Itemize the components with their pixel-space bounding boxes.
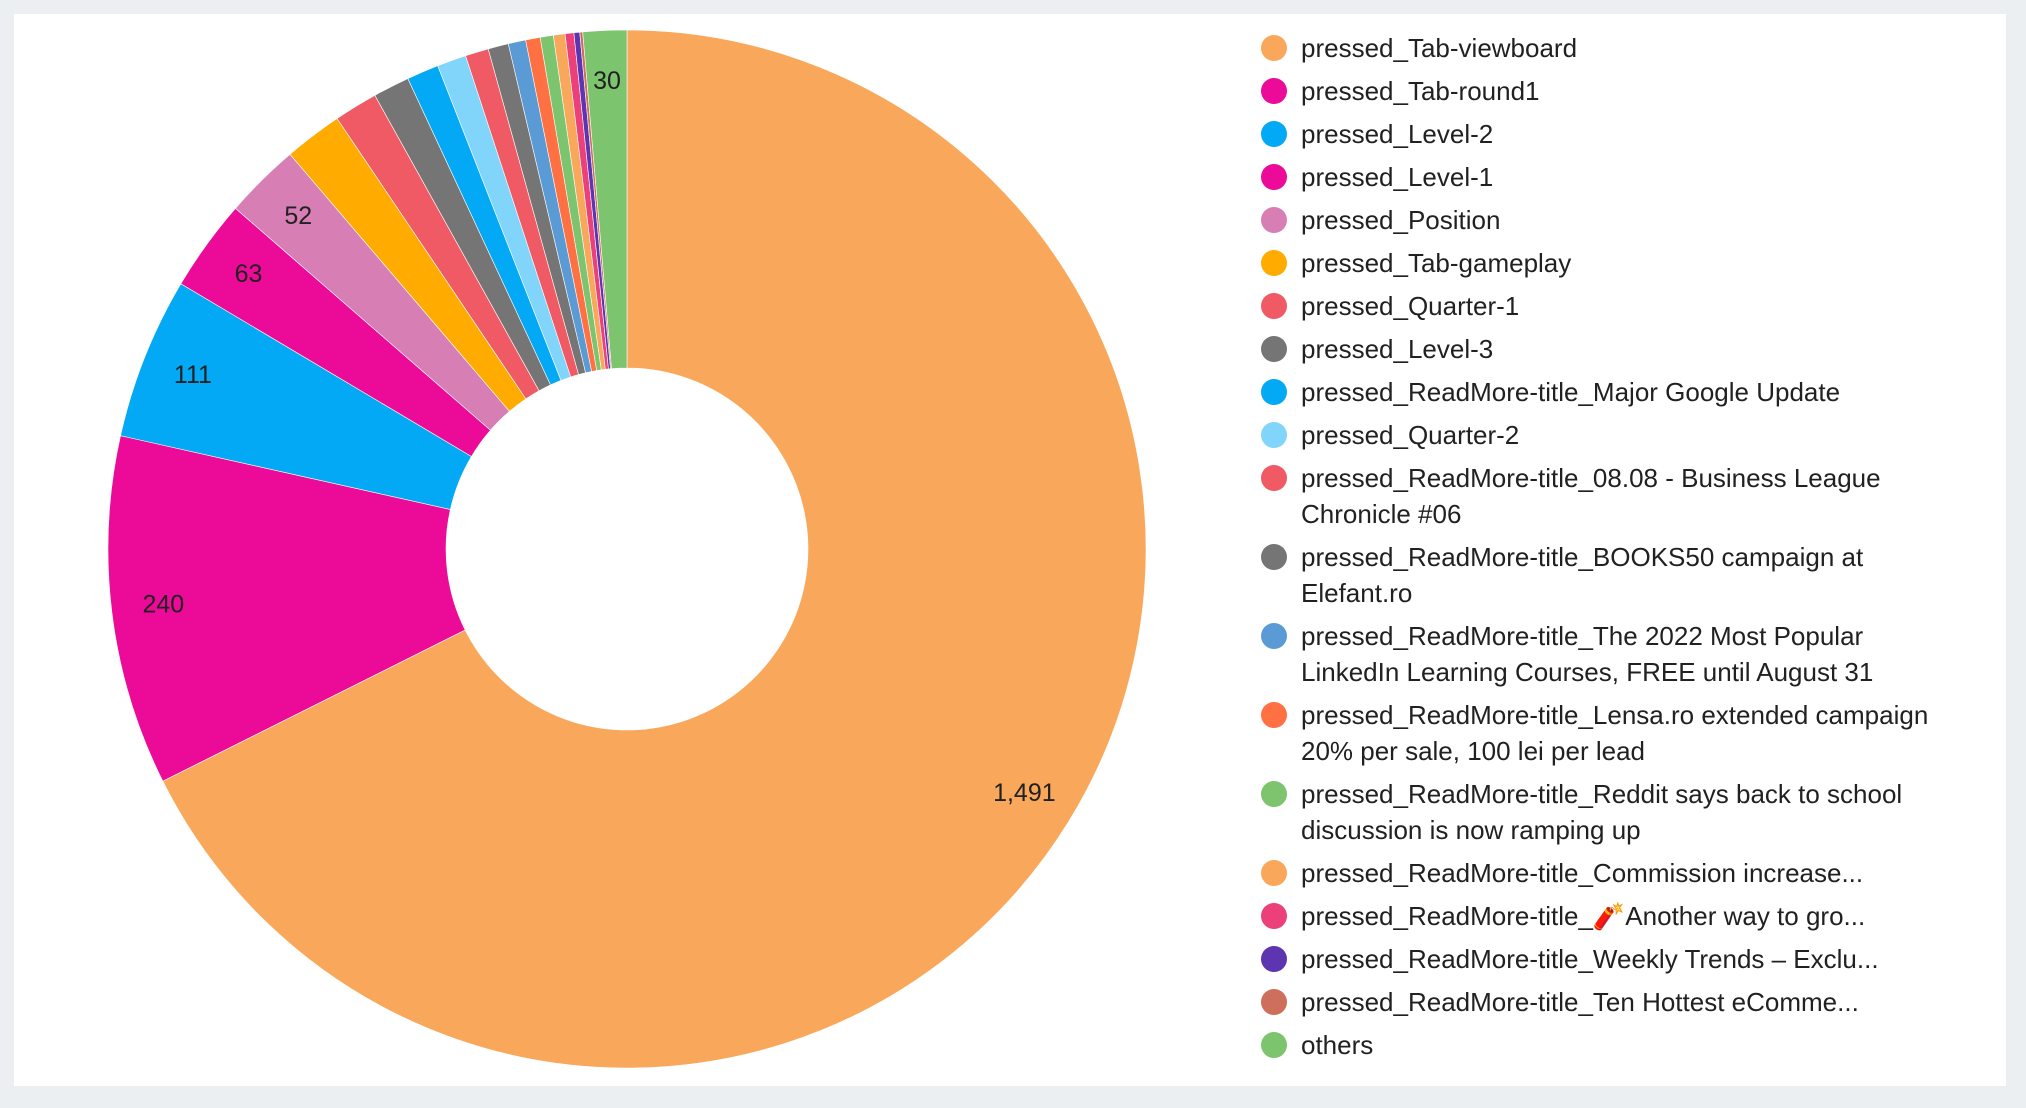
legend-dot-icon xyxy=(1261,623,1287,649)
pie-slice-19[interactable] xyxy=(582,29,628,369)
legend-dot-icon xyxy=(1261,35,1287,61)
legend-item[interactable]: pressed_ReadMore-title_Reddit says back … xyxy=(1261,776,1961,848)
legend-dot-icon xyxy=(1261,207,1287,233)
legend-dot-icon xyxy=(1261,781,1287,807)
slice-data-label: 111 xyxy=(174,361,212,389)
legend-label: pressed_Position xyxy=(1301,205,1501,235)
legend-dot-icon xyxy=(1261,946,1287,972)
legend-item[interactable]: pressed_ReadMore-title_08.08 - Business … xyxy=(1261,460,1961,532)
slice-data-label: 1,491 xyxy=(993,779,1056,807)
legend-item[interactable]: pressed_Quarter-2 xyxy=(1261,417,1961,453)
legend-dot-icon xyxy=(1261,164,1287,190)
legend-label: pressed_Level-1 xyxy=(1301,162,1494,192)
legend-label: pressed_ReadMore-title_Commission increa… xyxy=(1301,858,1864,888)
legend-item[interactable]: pressed_ReadMore-title_The 2022 Most Pop… xyxy=(1261,618,1961,690)
legend-item[interactable]: pressed_Position xyxy=(1261,202,1961,238)
legend-dot-icon xyxy=(1261,293,1287,319)
legend-dot-icon xyxy=(1261,989,1287,1015)
legend-item[interactable]: pressed_Level-1 xyxy=(1261,159,1961,195)
legend-item[interactable]: pressed_ReadMore-title_Major Google Upda… xyxy=(1261,374,1961,410)
legend-item[interactable]: pressed_Tab-round1 xyxy=(1261,73,1961,109)
legend-item[interactable]: pressed_ReadMore-title_Ten Hottest eComm… xyxy=(1261,984,1961,1020)
legend-dot-icon xyxy=(1261,702,1287,728)
legend-label: others xyxy=(1301,1030,1374,1060)
legend-dot-icon xyxy=(1261,1032,1287,1058)
legend-item[interactable]: pressed_Level-2 xyxy=(1261,116,1961,152)
legend-label: pressed_Quarter-2 xyxy=(1301,420,1520,450)
legend-label: pressed_Level-2 xyxy=(1301,119,1494,149)
legend-item[interactable]: pressed_Quarter-1 xyxy=(1261,288,1961,324)
legend-label: pressed_ReadMore-title_Reddit says back … xyxy=(1301,779,1903,845)
legend-dot-icon xyxy=(1261,422,1287,448)
legend-item[interactable]: pressed_Tab-gameplay xyxy=(1261,245,1961,281)
legend-item[interactable]: pressed_Level-3 xyxy=(1261,331,1961,367)
legend-item[interactable]: pressed_ReadMore-title_Lensa.ro extended… xyxy=(1261,697,1961,769)
legend-item[interactable]: pressed_Tab-viewboard xyxy=(1261,30,1961,66)
legend-item[interactable]: pressed_ReadMore-title_Commission increa… xyxy=(1261,855,1961,891)
pie-slice-0[interactable] xyxy=(162,29,1147,1069)
legend-dot-icon xyxy=(1261,121,1287,147)
legend-label: pressed_ReadMore-title_🧨Another way to g… xyxy=(1301,901,1866,931)
legend-label: pressed_ReadMore-title_Lensa.ro extended… xyxy=(1301,700,1929,766)
legend-label: pressed_Level-3 xyxy=(1301,334,1494,364)
legend-label: pressed_Tab-round1 xyxy=(1301,76,1540,106)
legend-label: pressed_ReadMore-title_08.08 - Business … xyxy=(1301,463,1881,529)
legend-item[interactable]: pressed_ReadMore-title_BOOKS50 campaign … xyxy=(1261,539,1961,611)
legend-label: pressed_ReadMore-title_Major Google Upda… xyxy=(1301,377,1841,407)
pie-slice-1[interactable] xyxy=(107,435,466,782)
legend-label: pressed_ReadMore-title_BOOKS50 campaign … xyxy=(1301,542,1864,608)
legend-dot-icon xyxy=(1261,544,1287,570)
legend-label: pressed_Tab-viewboard xyxy=(1301,33,1578,63)
legend-dot-icon xyxy=(1261,379,1287,405)
slice-data-label: 240 xyxy=(143,590,185,618)
legend-item[interactable]: pressed_ReadMore-title_Weekly Trends – E… xyxy=(1261,941,1961,977)
slice-data-label: 52 xyxy=(284,202,312,230)
legend-dot-icon xyxy=(1261,903,1287,929)
legend-label: pressed_ReadMore-title_Weekly Trends – E… xyxy=(1301,944,1879,974)
legend-label: pressed_ReadMore-title_Ten Hottest eComm… xyxy=(1301,987,1859,1017)
legend-dot-icon xyxy=(1261,250,1287,276)
legend-dot-icon xyxy=(1261,336,1287,362)
legend-item[interactable]: others xyxy=(1261,1027,1961,1063)
legend-item[interactable]: pressed_ReadMore-title_🧨Another way to g… xyxy=(1261,898,1961,934)
legend-label: pressed_Quarter-1 xyxy=(1301,291,1520,321)
slice-data-label: 63 xyxy=(235,260,263,288)
legend-label: pressed_Tab-gameplay xyxy=(1301,248,1572,278)
legend-dot-icon xyxy=(1261,78,1287,104)
slice-data-label: 30 xyxy=(593,67,621,95)
legend-dot-icon xyxy=(1261,860,1287,886)
legend-dot-icon xyxy=(1261,465,1287,491)
legend-label: pressed_ReadMore-title_The 2022 Most Pop… xyxy=(1301,621,1874,687)
